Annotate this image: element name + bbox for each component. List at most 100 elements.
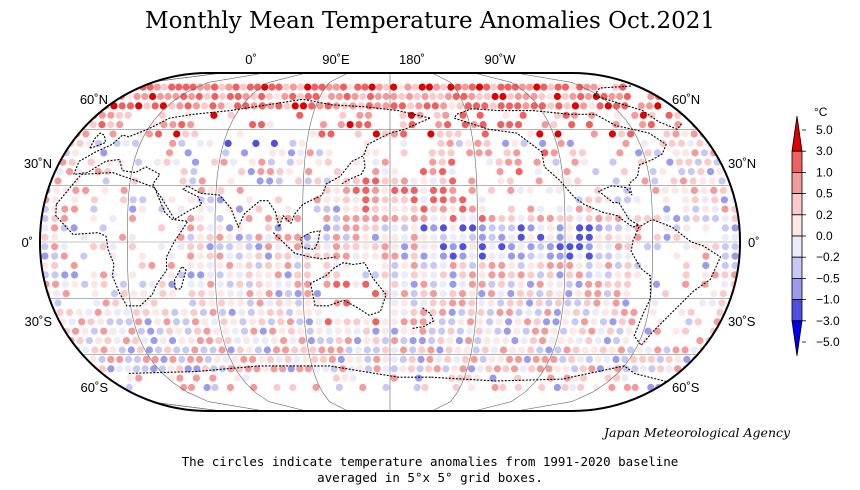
- anomaly-circle: [236, 186, 244, 194]
- anomaly-circle: [566, 271, 574, 279]
- anomaly-circle: [506, 299, 514, 307]
- anomaly-circle: [104, 168, 112, 176]
- anomaly-circle: [215, 337, 223, 345]
- anomaly-circle: [191, 318, 200, 326]
- anomaly-circle: [731, 252, 739, 260]
- anomaly-circle: [614, 252, 623, 260]
- anomaly-circle: [682, 243, 691, 251]
- anomaly-circle: [315, 158, 323, 166]
- anomaly-circle: [126, 102, 135, 110]
- lat-label-left-eq: 0˚: [21, 235, 33, 250]
- anomaly-circle: [239, 318, 247, 326]
- anomaly-circle: [154, 318, 162, 326]
- anomaly-circle: [294, 271, 302, 279]
- anomaly-circle: [459, 205, 467, 213]
- anomaly-circle: [410, 299, 418, 307]
- anomaly-circle: [708, 177, 717, 185]
- anomaly-circle: [478, 261, 486, 270]
- anomaly-circle: [180, 92, 188, 101]
- anomaly-circle: [125, 355, 133, 363]
- anomaly-circle: [372, 337, 380, 345]
- anomaly-circle: [333, 271, 341, 279]
- anomaly-circle: [342, 224, 350, 232]
- anomaly-circle: [585, 224, 593, 232]
- anomaly-circle: [382, 83, 390, 91]
- anomaly-circle: [459, 224, 467, 232]
- anomaly-circle: [195, 355, 204, 363]
- anomaly-circle: [317, 337, 325, 345]
- anomaly-circle: [542, 318, 551, 326]
- anomaly-circle: [371, 252, 379, 260]
- anomaly-circle: [526, 186, 534, 194]
- anomaly-circle: [472, 374, 481, 382]
- anomaly-circle: [177, 224, 185, 232]
- anomaly-circle: [419, 168, 428, 176]
- anomaly-circle: [361, 83, 369, 91]
- anomaly-circle: [142, 308, 150, 316]
- legend-labels: 5.03.01.00.50.20.0−0.2−0.5−1.0−3.0−5.0: [802, 123, 840, 349]
- anomaly-circle: [182, 318, 190, 326]
- anomaly-circle: [648, 365, 656, 373]
- anomaly-circle: [352, 252, 360, 260]
- anomaly-circle: [198, 299, 206, 307]
- anomaly-circle: [553, 111, 562, 119]
- anomaly-circle: [410, 243, 418, 251]
- anomaly-circle: [478, 271, 486, 279]
- anomaly-circle: [397, 83, 405, 91]
- anomaly-circle: [478, 205, 486, 213]
- anomaly-circle: [595, 243, 603, 251]
- anomaly-circle: [342, 233, 350, 241]
- anomaly-circle: [674, 355, 682, 363]
- coastline: [341, 157, 366, 185]
- anomaly-circle: [313, 196, 321, 204]
- anomaly-circle: [196, 214, 205, 223]
- anomaly-circle: [169, 139, 177, 147]
- anomaly-circle: [459, 111, 467, 119]
- anomaly-circle: [325, 149, 333, 157]
- anomaly-circle: [514, 158, 522, 166]
- anomaly-circle: [253, 365, 261, 373]
- anomaly-circle: [537, 252, 545, 260]
- anomaly-circle: [630, 308, 638, 316]
- anomaly-circle: [115, 365, 124, 373]
- anomaly-circle: [109, 327, 117, 335]
- anomaly-circle: [605, 261, 613, 270]
- anomaly-circle: [373, 355, 381, 363]
- anomaly-circle: [569, 383, 577, 392]
- anomaly-circle: [177, 233, 185, 241]
- anomaly-circle: [206, 139, 214, 147]
- anomaly-circle: [284, 261, 292, 270]
- anomaly-circle: [362, 318, 370, 326]
- anomaly-circle: [51, 214, 59, 223]
- anomaly-circle: [110, 290, 119, 298]
- anomaly-circle: [553, 365, 562, 373]
- anomaly-circle: [416, 365, 424, 373]
- anomaly-circle: [535, 299, 543, 307]
- lon-label-top-90w: 90˚W: [484, 52, 516, 67]
- anomaly-circle: [312, 92, 320, 101]
- anomaly-circle: [119, 280, 128, 288]
- anomaly-circle: [187, 280, 195, 288]
- anomaly-circle: [222, 355, 230, 363]
- anomaly-circle: [436, 346, 444, 354]
- anomaly-circle: [364, 365, 373, 373]
- anomaly-circle: [539, 337, 547, 345]
- anomaly-circle: [605, 243, 613, 251]
- anomaly-circle: [418, 83, 426, 91]
- anomaly-circle: [197, 280, 205, 288]
- anomaly-circle: [516, 299, 524, 307]
- anomaly-circle: [503, 327, 511, 335]
- anomaly-circle: [590, 346, 598, 354]
- anomaly-circle: [323, 261, 331, 270]
- legend-swatch: [791, 193, 803, 216]
- anomaly-circle: [337, 121, 345, 129]
- anomaly-circle: [639, 111, 648, 119]
- anomaly-circle: [401, 252, 409, 260]
- anomaly-circle: [608, 383, 616, 392]
- anomaly-circle: [594, 280, 603, 288]
- anomaly-circle: [217, 290, 225, 298]
- anomaly-circle: [584, 92, 593, 101]
- legend-swatch: [791, 172, 803, 195]
- anomaly-circle: [634, 224, 642, 232]
- anomaly-circle: [648, 111, 656, 119]
